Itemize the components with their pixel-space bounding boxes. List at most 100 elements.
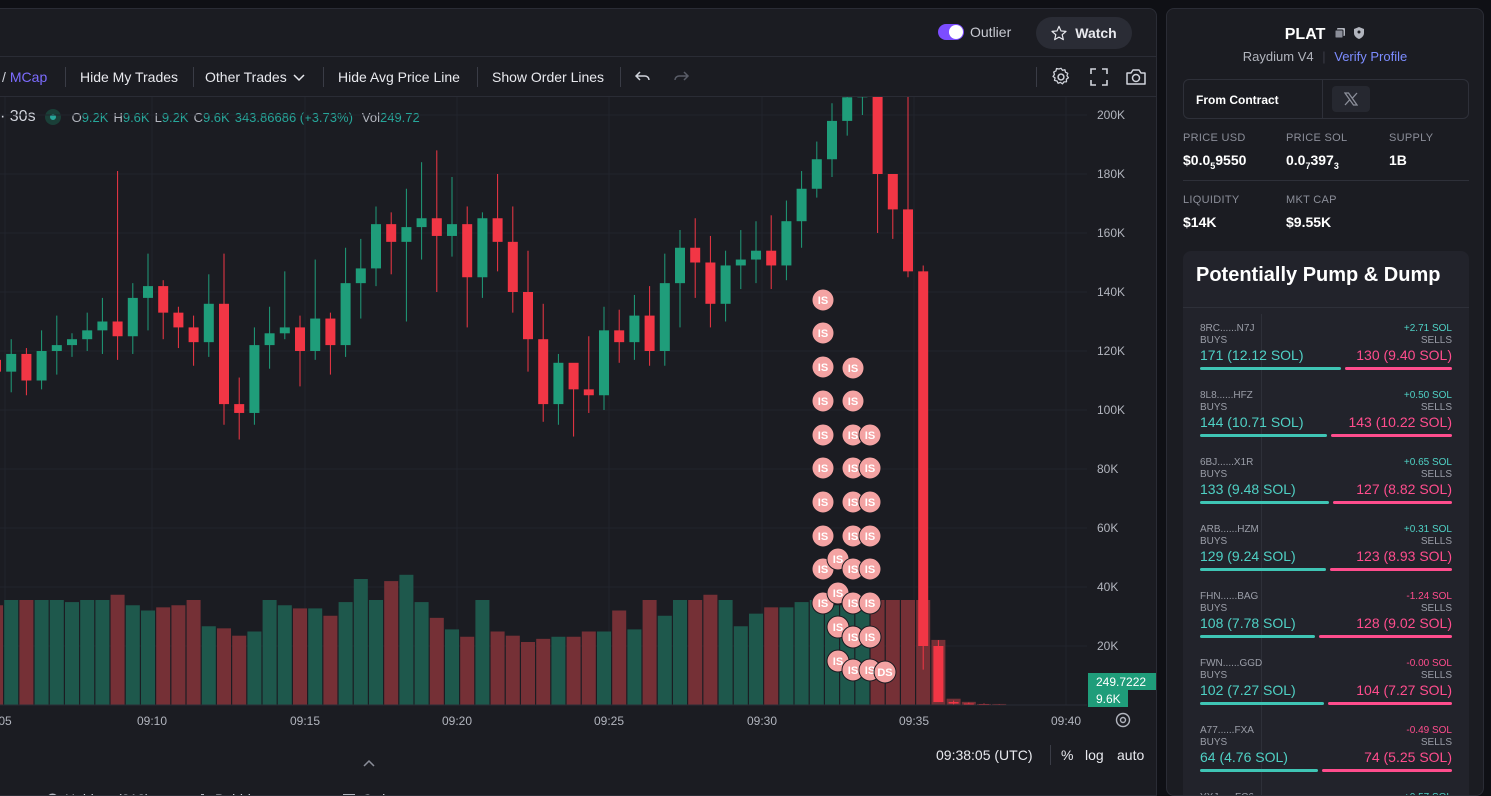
trade-marker[interactable]: IS [841,625,865,649]
pump-dump-row[interactable]: FWN......GGD BUYS -0.00 SOL SELLS 102 (7.27 … [1183,658,1469,725]
trade-marker[interactable]: IS [811,456,835,480]
trade-marker[interactable]: IS [858,625,882,649]
candle-body [188,327,199,343]
candle-body [781,221,792,266]
pump-dump-row[interactable]: 6BJ......X1R BUYS +0.65 SOL SELLS 133 (9.48 … [1183,457,1469,524]
trade-marker[interactable]: IS [811,389,835,413]
candle-body [903,209,913,272]
trade-marker[interactable]: IS [858,591,882,615]
marker-circle [811,288,835,312]
wallet-pnl: -0.00 SOL [1406,658,1452,669]
trade-marker[interactable]: IS [858,456,882,480]
trade-marker[interactable]: IS [858,524,882,548]
tab-trades[interactable]: s [0,791,7,795]
candle-body [447,224,457,236]
volume-bar [521,642,535,705]
trade-marker[interactable]: IS [811,423,835,447]
volume-bar [293,608,307,705]
verify-profile-link[interactable]: Verify Profile [1334,49,1408,64]
trade-marker[interactable]: IS [811,288,835,312]
wallet-address[interactable]: ARB......HZM [1200,524,1259,535]
marker-label: IS [865,531,875,543]
tab-orders[interactable]: Orders [342,791,405,795]
marker-label: IS [833,588,843,600]
marker-label: IS [848,463,858,475]
wallet-address[interactable]: FHN......BAG [1200,591,1259,602]
axis-settings-icon[interactable] [1115,712,1131,728]
trade-marker[interactable]: IS [811,524,835,548]
chart-settings-button[interactable] [1050,57,1072,97]
candle-body [279,327,290,334]
mcap-switch[interactable]: / MCap [2,57,47,97]
pump-dump-row[interactable]: 8L8......HFZ BUYS +0.50 SOL SELLS 144 (10.71… [1183,390,1469,457]
sell-trade-marker[interactable]: DS [873,660,897,684]
fullscreen-button[interactable] [1089,57,1109,97]
wallet-address[interactable]: 6BJ......X1R [1200,457,1254,468]
pump-dump-row[interactable]: ARB......HZM BUYS +0.31 SOL SELLS 129 (9.24 … [1183,524,1469,591]
sells-value: 123 (8.93 SOL) [1356,548,1452,564]
trade-marker[interactable]: IS [841,423,865,447]
other-trades-dropdown[interactable]: Other Trades [205,57,306,97]
candle-body [462,224,473,278]
marker-label: IS [818,295,828,307]
chevron-up-icon[interactable] [362,758,376,768]
trade-marker[interactable]: IS [841,356,865,380]
tab-holders[interactable]: Holders (213) [46,791,150,795]
undo-button[interactable] [634,57,652,97]
candle [644,286,655,366]
x-tick-label: 09:35 [899,714,929,728]
screenshot-button[interactable] [1125,57,1147,97]
sells-label: SELLS [1420,737,1452,748]
show-order-lines-button[interactable]: Show Order Lines [492,69,605,85]
y-tick-label: 180K [1097,167,1125,181]
undo-icon [634,71,650,81]
percent-toggle[interactable]: % [1061,747,1074,763]
pump-dump-row[interactable]: 8RC......N7J BUYS +2.71 SOL SELLS 171 (12.12… [1183,323,1469,390]
pump-dump-row[interactable]: A77......FXA BUYS -0.49 SOL SELLS 64 (4.76 S… [1183,725,1469,792]
bar-icon [201,793,204,795]
wallet-address[interactable]: A77......FXA [1200,725,1254,736]
toolbar-divider [620,67,621,87]
wallet-address[interactable]: YXJ......FC6 [1200,792,1254,795]
outlier-toggle[interactable] [938,24,964,40]
watch-button[interactable]: Watch [1036,17,1132,49]
candle-body [371,224,381,269]
redo-button[interactable] [672,57,690,97]
candle [903,97,913,278]
chart-topbar: Outlier Watch [0,9,1156,57]
trade-marker[interactable]: IS [811,355,835,379]
trade-marker[interactable]: IS [858,557,882,581]
trade-marker[interactable]: IS [858,423,882,447]
toolbar-divider [1036,67,1037,87]
volume-bar [414,602,429,705]
trade-marker[interactable]: IS [841,389,865,413]
auto-toggle[interactable]: auto [1117,747,1145,763]
candle [735,230,746,290]
candle [751,221,761,284]
hide-my-trades-button[interactable]: Hide My Trades [80,69,179,85]
from-contract-button[interactable]: From Contract [1196,93,1279,107]
volume-bar [232,635,247,705]
supply-label: SUPPLY [1389,132,1434,144]
toolbar-divider [477,67,478,87]
copy-icon[interactable] [1334,27,1346,39]
wallet-address[interactable]: FWN......GGD [1200,658,1263,669]
wallet-address[interactable]: 8L8......HFZ [1200,390,1253,401]
x-link-button[interactable] [1332,86,1370,112]
tab-bubblemaps[interactable]: Bubblemaps [196,791,293,795]
price-chart[interactable]: IS IS IS IS IS IS IS IS IS IS IS IS IS IS IS IS IS IS IS IS… [0,97,1157,733]
marker-label: IS [848,564,858,576]
pump-dump-title: Potentially Pump & Dump [1196,264,1441,286]
hide-avg-price-line-button[interactable]: Hide Avg Price Line [338,69,460,85]
volume-bar [597,631,611,705]
tab-bubblemaps-label: Bubblemaps [215,791,293,795]
ohlc-legend: · 30s O 9.2K H 9.6K L 9.2K C 9.6K 343.86686 … [0,107,425,127]
star-icon [1051,25,1067,41]
trade-marker[interactable]: IS [811,490,835,514]
trade-marker[interactable]: IS [858,490,882,514]
trade-marker[interactable]: IS [811,321,835,345]
log-toggle[interactable]: log [1085,747,1104,763]
wallet-address[interactable]: 8RC......N7J [1200,323,1255,334]
pump-dump-row[interactable]: FHN......BAG BUYS -1.24 SOL SELLS 108 (7.78 … [1183,591,1469,658]
